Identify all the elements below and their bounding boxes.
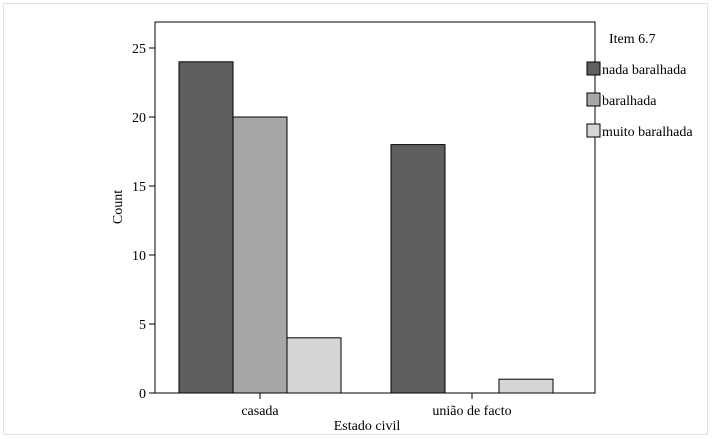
y-tick-label-10: 10	[132, 249, 146, 264]
legend: Item 6.7 nada baralhada baralhada muito ba…	[586, 32, 693, 140]
bar-casada-baralhada	[232, 116, 288, 394]
legend-label-baralhada: baralhada	[602, 94, 657, 109]
bar-casada-muito-baralhada	[286, 337, 342, 394]
y-tick-label-5: 5	[139, 318, 146, 333]
bar-uniao-de-facto-muito-baralhada	[498, 378, 554, 394]
x-tick-label-casada: casada	[241, 404, 279, 419]
y-tick-label-20: 20	[132, 111, 146, 126]
legend-swatch-baralhada	[586, 92, 601, 107]
y-tick-label-15: 15	[132, 180, 146, 195]
y-tick-label-0: 0	[139, 387, 146, 402]
x-axis-label: Estado civil	[334, 419, 401, 434]
x-tick-label-uniao-de-facto: união de facto	[432, 404, 511, 419]
legend-title: Item 6.7	[609, 32, 656, 47]
legend-label-nada-baralhada: nada baralhada	[602, 63, 687, 78]
bar-uniao-de-facto-nada-baralhada	[390, 144, 446, 394]
y-tick-label-25: 25	[132, 42, 146, 57]
bar-casada-nada-baralhada	[178, 61, 234, 394]
legend-swatch-nada-baralhada	[586, 61, 601, 76]
legend-label-muito-baralhada: muito baralhada	[602, 125, 693, 140]
y-axis-label: Count	[111, 190, 126, 224]
chart-frame	[3, 3, 708, 435]
legend-swatch-muito-baralhada	[586, 123, 601, 138]
